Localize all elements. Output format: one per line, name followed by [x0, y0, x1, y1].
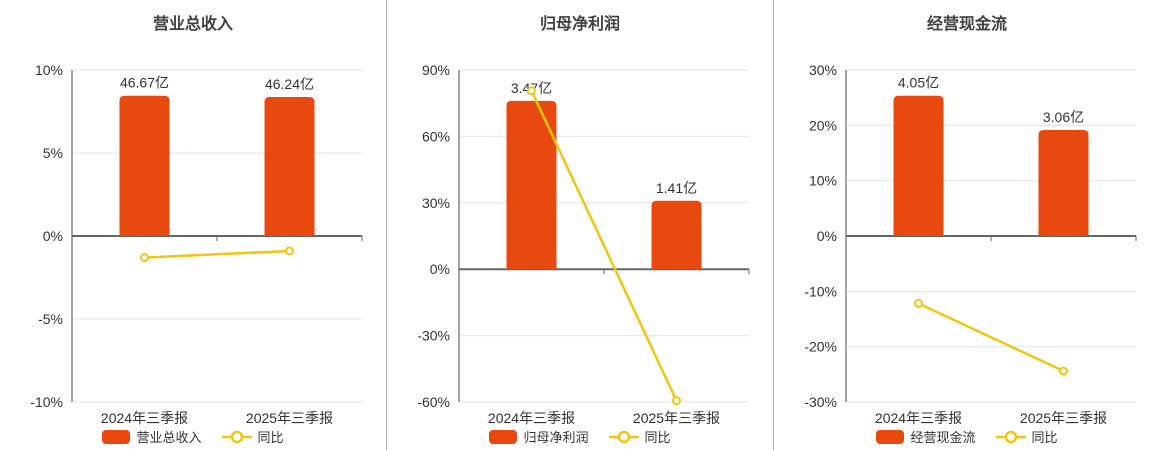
- bar-swatch-icon: [102, 429, 131, 444]
- yoy-line: [917, 302, 1065, 373]
- legend-item-bar-series[interactable]: 经营现金流: [876, 427, 976, 446]
- bar-value-label: 4.05亿: [898, 75, 939, 91]
- chart-legend-net-profit: 归母净利润 同比: [387, 427, 773, 446]
- bar-2024年三季报[interactable]: [119, 95, 170, 236]
- bar-2025年三季报[interactable]: [651, 200, 702, 270]
- y-axis-tick-label: -10%: [30, 394, 63, 410]
- bar-value-label: 46.67亿: [120, 75, 169, 91]
- line-marker-icon: [995, 430, 1026, 443]
- y-axis-tick-label: -30%: [417, 328, 450, 344]
- legend-item-line-series[interactable]: 同比: [608, 427, 671, 446]
- y-axis-tick-label: -5%: [38, 311, 63, 327]
- y-axis-tick-label: -20%: [804, 339, 837, 355]
- legend-label: 同比: [257, 430, 284, 445]
- y-axis-tick-label: 60%: [422, 128, 450, 144]
- y-axis-tick-label: 30%: [422, 195, 450, 211]
- yoy-point-2025年三季报[interactable]: [285, 246, 294, 256]
- y-axis-tick-label: 0%: [430, 261, 450, 277]
- revenue-chart-plot: 10% 5% 0% -5% -10% 46.67亿 46.24亿 2024年三季报 2025年三…: [30, 62, 363, 426]
- bar-value-label: 3.06亿: [1043, 109, 1084, 125]
- x-axis-category-label: 2024年三季报: [101, 410, 188, 426]
- legend-label: 经营现金流: [910, 430, 976, 445]
- yoy-point-2024年三季报[interactable]: [140, 253, 149, 263]
- y-axis-tick-label: 0%: [43, 228, 63, 244]
- yoy-point-2024年三季报[interactable]: [527, 86, 536, 96]
- y-axis-tick-label: 30%: [809, 62, 837, 78]
- legend-item-bar-series[interactable]: 营业总收入: [102, 427, 202, 446]
- chart-panel-net-profit: 归母净利润 90%60%30%0%-30%-60%3.47亿1.41亿2024年…: [386, 0, 773, 450]
- chart-panel-revenue: 营业总收入 10% 5% 0% -5% -10% 46.67亿 46.24亿 2024年三季报…: [0, 0, 386, 450]
- bar-swatch-icon: [489, 429, 518, 444]
- y-axis-tick-label: 10%: [35, 62, 63, 78]
- yoy-line: [144, 249, 290, 259]
- yoy-point-2024年三季报[interactable]: [914, 299, 923, 309]
- y-axis-tick-label: -30%: [804, 394, 837, 410]
- legend-item-bar-series[interactable]: 归母净利润: [489, 427, 589, 446]
- bar-2024年三季报[interactable]: [893, 95, 944, 236]
- y-axis-tick-label: 5%: [43, 145, 63, 161]
- yoy-point-2025年三季报[interactable]: [1059, 366, 1068, 376]
- bar-2025年三季报[interactable]: [264, 97, 315, 236]
- bar-2025年三季报[interactable]: [1038, 130, 1089, 236]
- bar-value-label: 46.24亿: [265, 76, 314, 92]
- legend-item-line-series[interactable]: 同比: [221, 427, 284, 446]
- y-axis-tick-label: 20%: [809, 117, 837, 133]
- bar-2024年三季报[interactable]: [506, 100, 557, 270]
- legend-label: 同比: [1031, 430, 1058, 445]
- chart-panel-cash-flow: 经营现金流 30% 20% 10% 0% -10% -20% -30% 4.05亿 3.06亿 2…: [773, 0, 1160, 450]
- y-axis-tick-label: 90%: [422, 62, 450, 78]
- x-axis-category-label: 2024年三季报: [488, 410, 575, 426]
- legend-label: 归母净利润: [523, 430, 589, 445]
- chart-title-revenue: 营业总收入: [152, 16, 233, 33]
- yoy-point-2025年三季报[interactable]: [672, 396, 681, 406]
- bar-value-label: 1.41亿: [656, 180, 697, 196]
- chart-legend-revenue: 营业总收入 同比: [0, 427, 386, 446]
- yoy-line: [530, 90, 678, 402]
- legend-item-line-series[interactable]: 同比: [995, 427, 1058, 446]
- chart-title-net-profit: 归母净利润: [539, 16, 620, 33]
- net-profit-chart-plot: 90%60%30%0%-30%-60%3.47亿1.41亿2024年三季报202…: [417, 62, 750, 426]
- chart-title-cash-flow: 经营现金流: [926, 16, 1007, 33]
- legend-label: 营业总收入: [136, 430, 202, 445]
- line-marker-icon: [221, 430, 252, 443]
- x-axis-category-label: 2025年三季报: [633, 410, 720, 426]
- line-marker-icon: [608, 430, 639, 443]
- y-axis-tick-label: -10%: [804, 283, 837, 299]
- y-axis-tick-label: -60%: [417, 394, 450, 410]
- bar-swatch-icon: [876, 429, 905, 444]
- x-axis-category-label: 2024年三季报: [875, 410, 962, 426]
- y-axis-tick-label: 0%: [817, 228, 837, 244]
- cash-flow-chart-plot: 30% 20% 10% 0% -10% -20% -30% 4.05亿 3.06亿 2024年三季…: [804, 62, 1137, 426]
- chart-legend-cash-flow: 经营现金流 同比: [774, 427, 1160, 446]
- x-axis-category-label: 2025年三季报: [246, 410, 333, 426]
- y-axis-tick-label: 10%: [809, 173, 837, 189]
- x-axis-category-label: 2025年三季报: [1020, 410, 1107, 426]
- legend-label: 同比: [644, 430, 671, 445]
